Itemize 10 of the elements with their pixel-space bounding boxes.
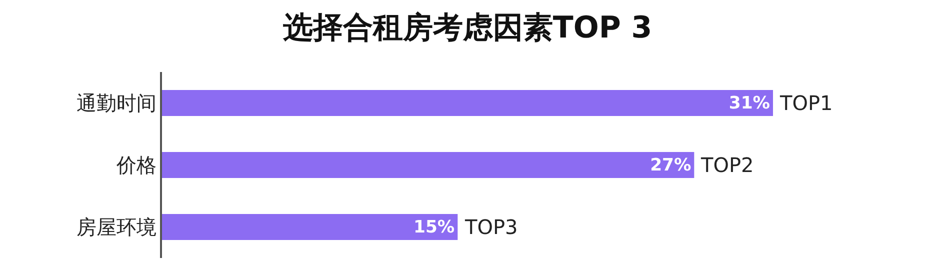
y-tick-label: 价格 (115, 153, 156, 177)
y-tick-label: 房屋环境 (76, 215, 156, 239)
y-tick-label: 通勤时间 (76, 91, 156, 115)
annotation: TOP1 (779, 91, 833, 115)
annotation: TOP2 (700, 153, 754, 177)
data-label: 15% (414, 218, 455, 238)
data-label: 27% (650, 156, 692, 176)
annotation: TOP3 (464, 215, 518, 239)
chart-title: 选择合租房考虑因素TOP 3 (282, 10, 652, 46)
data-label: 31% (728, 94, 770, 114)
